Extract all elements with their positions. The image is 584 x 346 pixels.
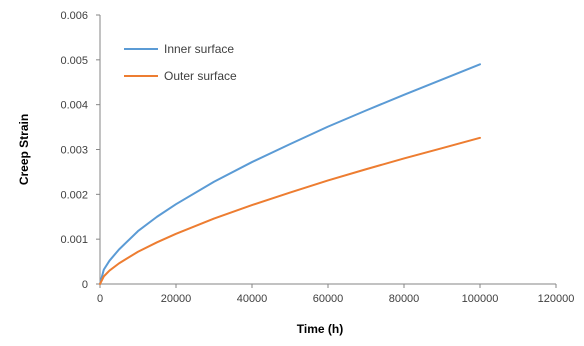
y-tick-label: 0.002 (60, 189, 88, 201)
y-tick-label: 0.006 (60, 10, 88, 22)
y-tick-label: 0.004 (60, 100, 88, 112)
legend: Inner surface Outer surface (124, 42, 237, 83)
y-tick-label: 0 (82, 279, 88, 291)
series-layer (99, 63, 481, 285)
x-tick-label: 80000 (389, 293, 420, 305)
x-tick-label: 120000 (538, 293, 575, 305)
y-tick-label: 0.001 (60, 234, 88, 246)
x-tick-label: 60000 (313, 293, 344, 305)
x-tick-label: 0 (97, 293, 103, 305)
x-tick-label: 100000 (462, 293, 499, 305)
y-tick-label: 0.005 (60, 55, 88, 67)
y-tick-label: 0.003 (60, 145, 88, 157)
x-tick-label: 20000 (161, 293, 192, 305)
y-axis-title: Creep Strain (17, 114, 31, 185)
axes-layer: 0 0.001 0.002 0.003 0.004 0.005 0.006 0 20000 400… (60, 10, 574, 305)
x-axis-title: Time (h) (297, 322, 343, 336)
series-line-inner-surface (99, 63, 481, 285)
legend-label-outer-surface: Outer surface (164, 69, 237, 83)
x-tick-label: 40000 (237, 293, 268, 305)
series-line-outer-surface (99, 136, 481, 285)
legend-label-inner-surface: Inner surface (164, 42, 234, 56)
